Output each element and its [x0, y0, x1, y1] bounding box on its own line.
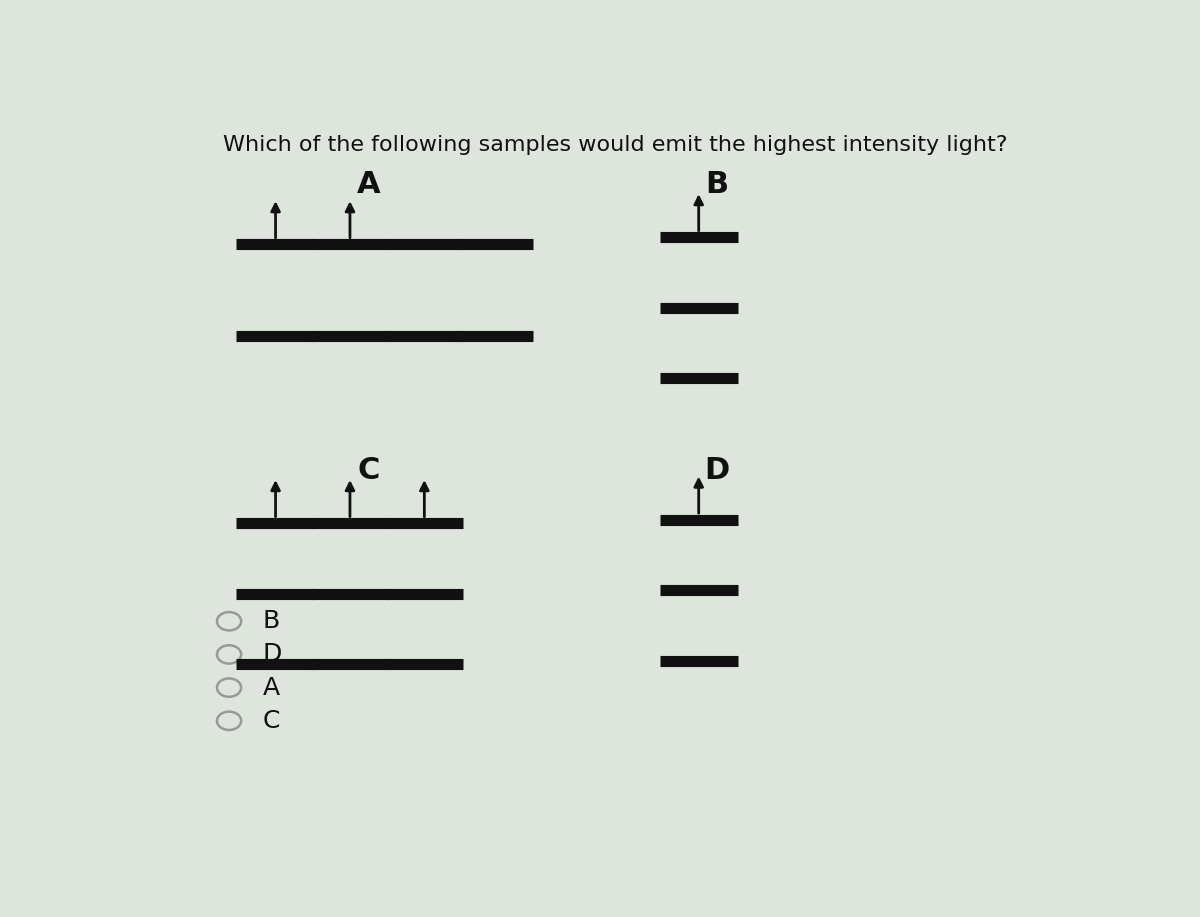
Text: B: B — [706, 170, 728, 199]
Text: B: B — [263, 609, 280, 634]
Text: D: D — [704, 456, 730, 485]
Text: D: D — [263, 643, 282, 667]
Text: A: A — [356, 170, 380, 199]
Text: C: C — [263, 709, 281, 733]
Text: C: C — [358, 456, 379, 485]
Text: A: A — [263, 676, 280, 700]
Text: Which of the following samples would emit the highest intensity light?: Which of the following samples would emi… — [223, 135, 1007, 155]
